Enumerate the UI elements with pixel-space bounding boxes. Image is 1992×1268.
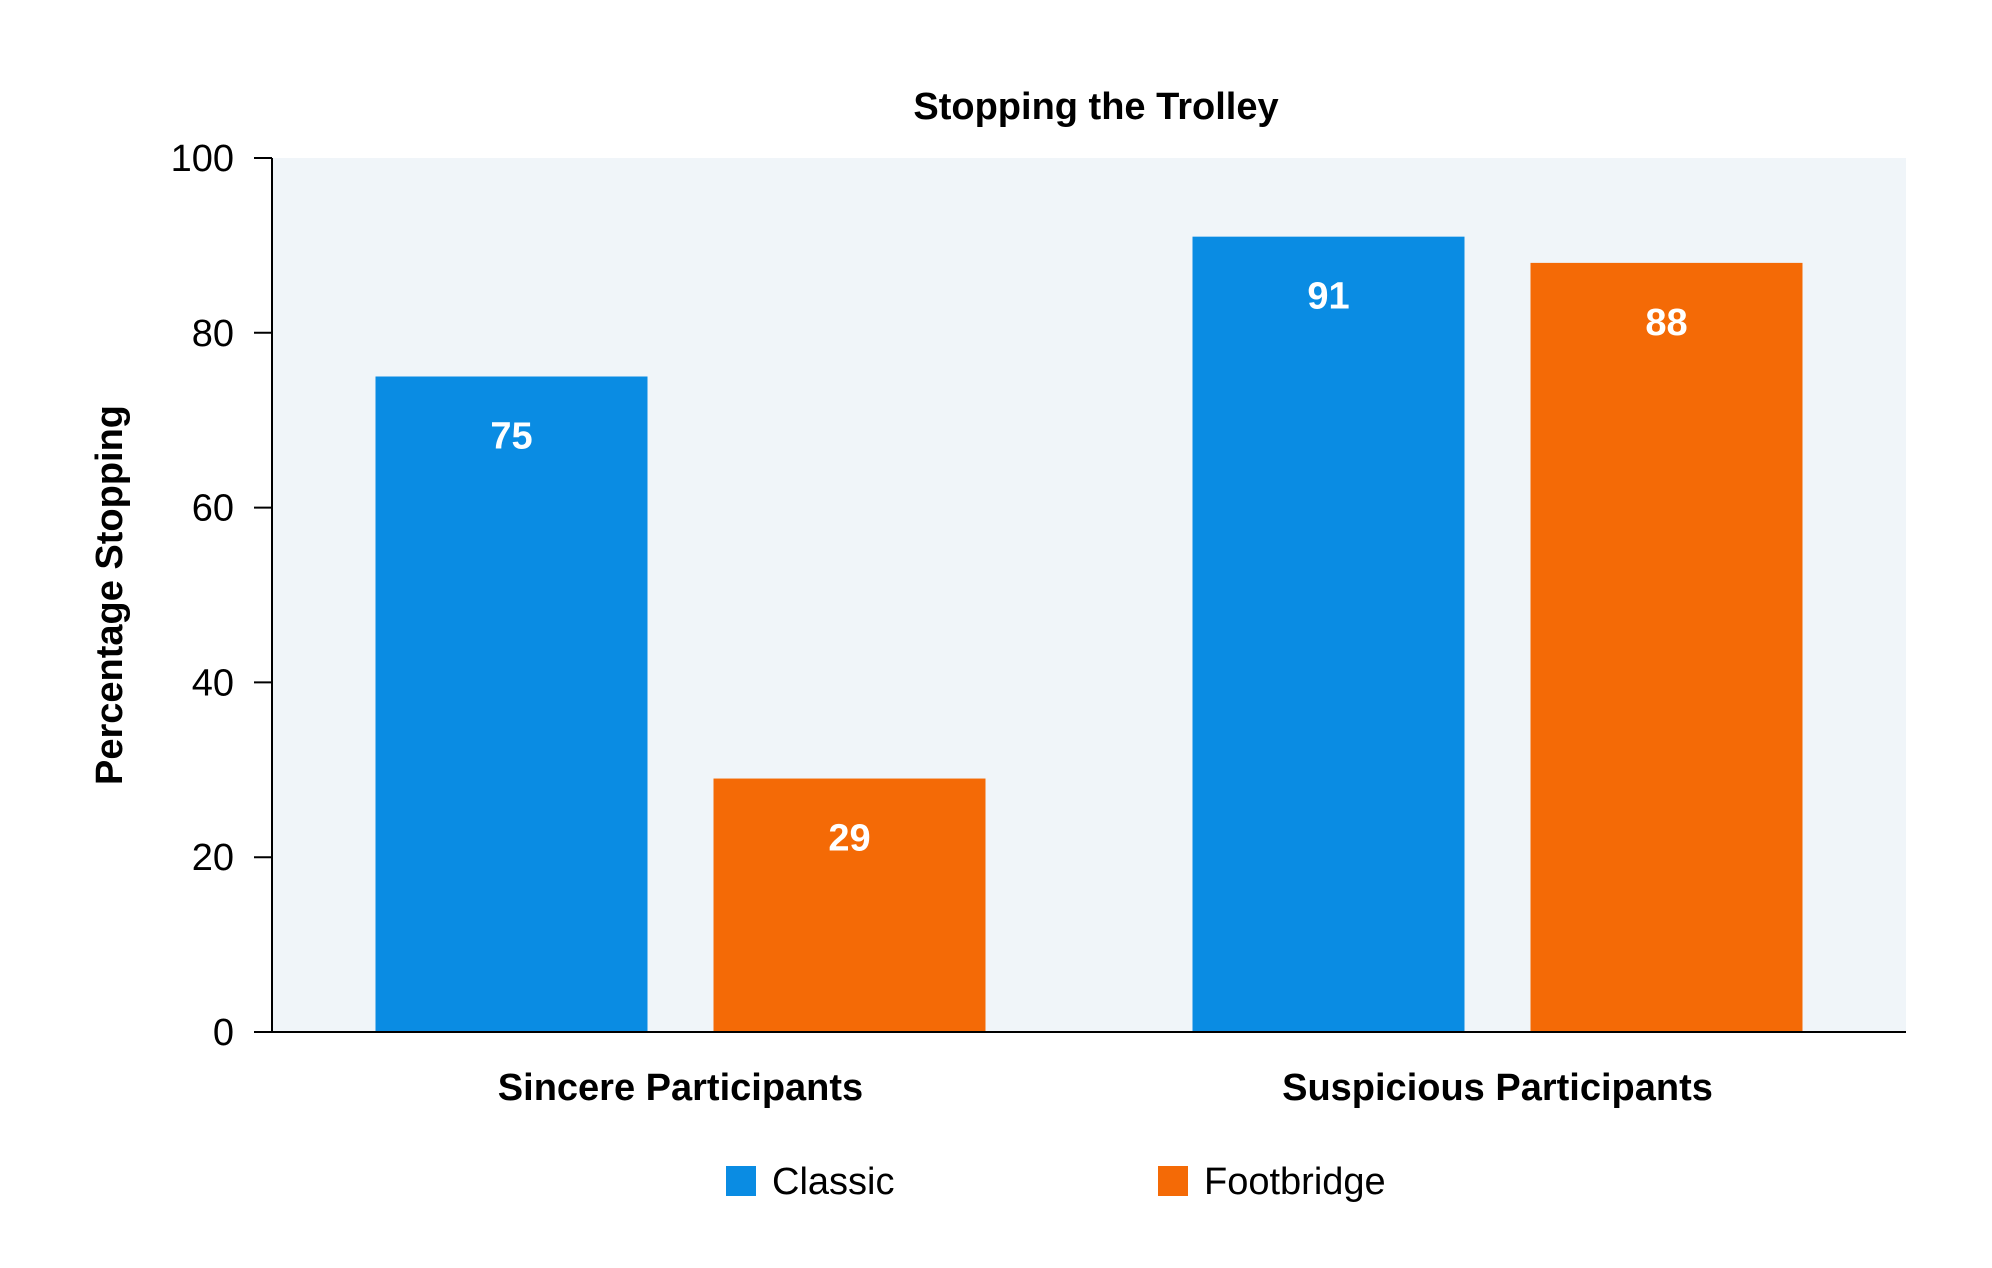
y-tick-label: 80 bbox=[192, 313, 234, 355]
y-tick-label: 0 bbox=[213, 1012, 234, 1054]
legend-label-classic: Classic bbox=[772, 1161, 894, 1203]
bar-footbridge bbox=[713, 778, 986, 1032]
x-axis-categories: Sincere Participants Suspicious Participa… bbox=[498, 1067, 1713, 1109]
chart-title: Stopping the Trolley bbox=[913, 86, 1278, 128]
legend: Classic Footbridge bbox=[726, 1161, 1386, 1203]
legend-swatch-classic bbox=[726, 1166, 756, 1196]
y-axis-label: Percentage Stopping bbox=[89, 405, 131, 785]
bar-value-label: 91 bbox=[1307, 276, 1349, 318]
legend-label-footbridge: Footbridge bbox=[1204, 1161, 1386, 1203]
y-tick-label: 100 bbox=[171, 138, 234, 180]
y-axis-ticks: 0 20 40 60 80 100 bbox=[171, 138, 272, 1054]
axes bbox=[254, 158, 1906, 1033]
bar-footbridge bbox=[1530, 262, 1803, 1032]
bar-classic bbox=[1192, 236, 1465, 1032]
category-label: Sincere Participants bbox=[498, 1067, 863, 1109]
y-tick-label: 60 bbox=[192, 488, 234, 530]
legend-swatch-footbridge bbox=[1158, 1166, 1188, 1196]
y-tick-label: 40 bbox=[192, 662, 234, 704]
category-label: Suspicious Participants bbox=[1282, 1067, 1713, 1109]
bar-value-label: 75 bbox=[490, 416, 532, 458]
bar-classic bbox=[375, 376, 648, 1032]
bars: 75 91 29 88 bbox=[375, 236, 1803, 1032]
y-tick-label: 20 bbox=[192, 837, 234, 879]
bar-value-label: 29 bbox=[828, 818, 870, 860]
bar-value-label: 88 bbox=[1645, 302, 1687, 344]
